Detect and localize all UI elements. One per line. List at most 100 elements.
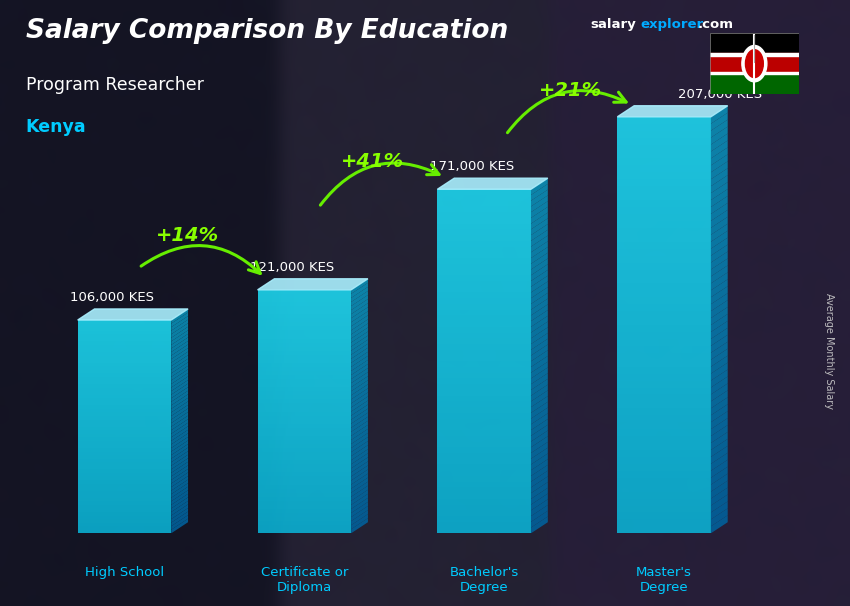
Polygon shape: [171, 501, 188, 516]
Polygon shape: [711, 210, 728, 228]
Polygon shape: [711, 439, 728, 457]
Polygon shape: [171, 430, 188, 444]
Polygon shape: [351, 348, 368, 363]
Polygon shape: [531, 471, 547, 487]
Polygon shape: [351, 344, 368, 359]
Polygon shape: [711, 425, 728, 443]
Polygon shape: [531, 499, 547, 516]
Polygon shape: [171, 362, 188, 377]
Polygon shape: [711, 106, 728, 124]
Polygon shape: [531, 379, 547, 396]
Polygon shape: [171, 469, 188, 484]
Polygon shape: [531, 258, 547, 275]
Polygon shape: [531, 253, 547, 270]
Polygon shape: [171, 359, 188, 373]
Polygon shape: [171, 355, 188, 370]
Polygon shape: [171, 334, 188, 348]
Polygon shape: [531, 373, 547, 390]
Polygon shape: [351, 482, 368, 497]
Polygon shape: [531, 390, 547, 407]
Polygon shape: [171, 338, 188, 352]
Polygon shape: [171, 380, 188, 395]
Polygon shape: [171, 313, 188, 327]
Text: Average Monthly Salary: Average Monthly Salary: [824, 293, 834, 410]
Polygon shape: [711, 182, 728, 200]
Polygon shape: [711, 404, 728, 422]
Polygon shape: [171, 344, 188, 359]
Polygon shape: [531, 276, 547, 293]
Polygon shape: [171, 515, 188, 530]
Polygon shape: [171, 444, 188, 459]
Polygon shape: [531, 344, 547, 361]
Polygon shape: [711, 376, 728, 395]
Polygon shape: [711, 321, 728, 339]
Polygon shape: [711, 370, 728, 387]
Polygon shape: [531, 442, 547, 459]
Polygon shape: [258, 279, 368, 290]
Polygon shape: [351, 405, 368, 420]
Polygon shape: [531, 287, 547, 304]
Polygon shape: [711, 453, 728, 471]
Polygon shape: [711, 168, 728, 186]
Polygon shape: [351, 506, 368, 521]
Polygon shape: [531, 425, 547, 442]
Text: 207,000 KES: 207,000 KES: [678, 88, 762, 101]
Polygon shape: [711, 127, 728, 145]
Polygon shape: [351, 356, 368, 371]
Polygon shape: [711, 446, 728, 464]
Polygon shape: [711, 362, 728, 381]
Polygon shape: [171, 426, 188, 441]
Polygon shape: [531, 465, 547, 482]
Polygon shape: [351, 441, 368, 456]
Polygon shape: [351, 303, 368, 318]
Polygon shape: [351, 315, 368, 330]
Polygon shape: [711, 147, 728, 165]
Polygon shape: [711, 279, 728, 298]
Polygon shape: [531, 436, 547, 453]
Polygon shape: [171, 504, 188, 519]
Polygon shape: [351, 490, 368, 505]
Polygon shape: [711, 133, 728, 152]
Polygon shape: [531, 350, 547, 367]
Polygon shape: [351, 453, 368, 468]
Polygon shape: [531, 511, 547, 528]
Polygon shape: [351, 279, 368, 294]
Polygon shape: [531, 190, 547, 207]
Text: +41%: +41%: [341, 152, 405, 170]
Polygon shape: [711, 231, 728, 248]
Polygon shape: [711, 161, 728, 179]
Polygon shape: [351, 518, 368, 533]
Polygon shape: [77, 309, 188, 320]
Polygon shape: [711, 265, 728, 284]
Polygon shape: [351, 465, 368, 481]
Polygon shape: [531, 299, 547, 315]
Polygon shape: [171, 405, 188, 419]
Polygon shape: [711, 411, 728, 429]
Polygon shape: [171, 479, 188, 494]
Text: High School: High School: [85, 566, 164, 579]
Polygon shape: [171, 395, 188, 409]
Polygon shape: [351, 408, 368, 424]
Polygon shape: [711, 467, 728, 485]
Polygon shape: [531, 408, 547, 424]
Polygon shape: [171, 433, 188, 448]
Polygon shape: [531, 316, 547, 333]
Text: Salary Comparison By Education: Salary Comparison By Education: [26, 18, 507, 44]
Polygon shape: [711, 356, 728, 374]
Polygon shape: [351, 401, 368, 416]
Polygon shape: [531, 322, 547, 338]
Polygon shape: [531, 213, 547, 230]
Polygon shape: [171, 401, 188, 416]
Polygon shape: [351, 352, 368, 367]
Polygon shape: [711, 272, 728, 290]
Polygon shape: [711, 481, 728, 499]
Polygon shape: [711, 141, 728, 158]
Polygon shape: [531, 293, 547, 310]
Polygon shape: [711, 432, 728, 450]
Polygon shape: [351, 449, 368, 464]
Polygon shape: [351, 307, 368, 322]
Polygon shape: [531, 482, 547, 499]
Polygon shape: [711, 155, 728, 172]
Polygon shape: [351, 396, 368, 411]
Polygon shape: [531, 218, 547, 235]
